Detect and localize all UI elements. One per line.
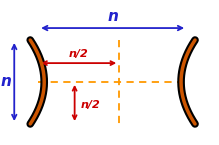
Text: n: n [1, 75, 12, 89]
Text: n/2: n/2 [81, 100, 100, 110]
Text: n/2: n/2 [69, 49, 88, 59]
Text: n: n [107, 9, 118, 24]
